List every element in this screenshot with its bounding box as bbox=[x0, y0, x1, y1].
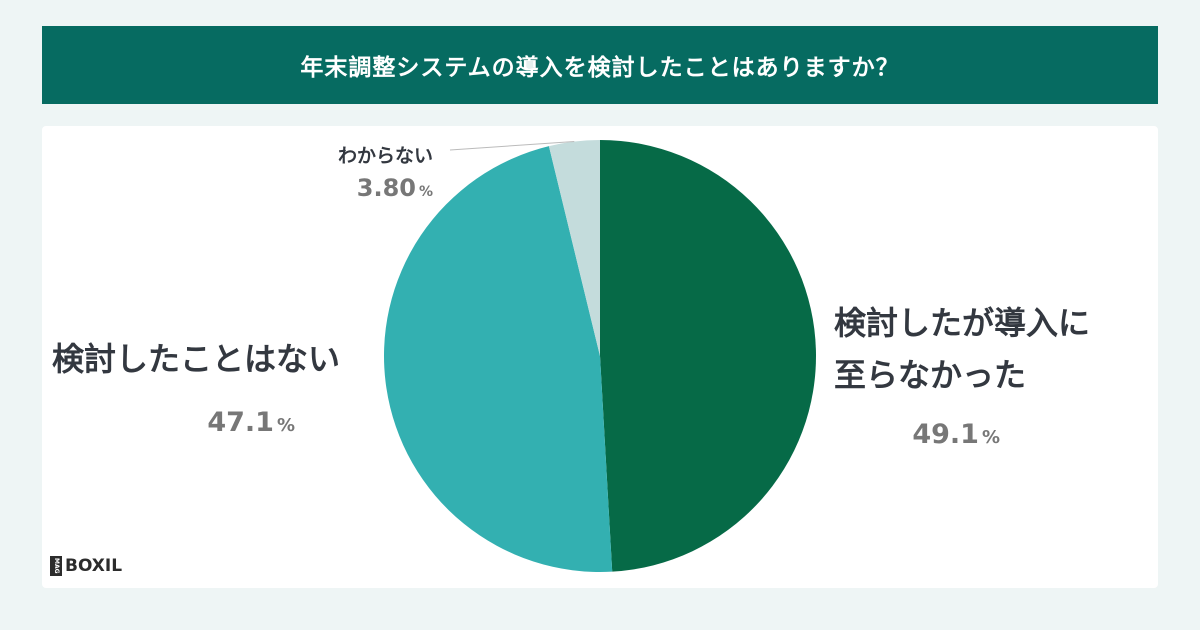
chart-title: 年末調整システムの導入を検討したことはありますか？ bbox=[300, 55, 900, 81]
pie-slice-1 bbox=[383, 146, 613, 572]
boxil-logo: MAG BOXIL bbox=[50, 556, 122, 576]
slice-value-1: 47.1% bbox=[207, 407, 295, 438]
pie-slice-2 bbox=[548, 140, 600, 356]
slice-label-2-line-0: わからない bbox=[338, 145, 433, 167]
slice-value-0: 49.1% bbox=[912, 419, 1000, 450]
logo-brand: BOXIL bbox=[65, 556, 123, 576]
slice-label-0-line-0: 検討したが導入に bbox=[834, 304, 1090, 342]
slice-label-0-line-1: 至らなかった bbox=[834, 356, 1026, 394]
pie-slice-0 bbox=[600, 140, 816, 572]
title-bar: 年末調整システムの導入を検討したことはありますか？ bbox=[42, 26, 1158, 104]
logo-mag-mark: MAG bbox=[50, 556, 62, 576]
pie-slices bbox=[383, 140, 816, 572]
leader-line-wakaranai bbox=[449, 141, 575, 151]
slice-label-1-line-0: 検討したことはない bbox=[52, 340, 340, 378]
slice-value-2: 3.80% bbox=[357, 174, 433, 202]
